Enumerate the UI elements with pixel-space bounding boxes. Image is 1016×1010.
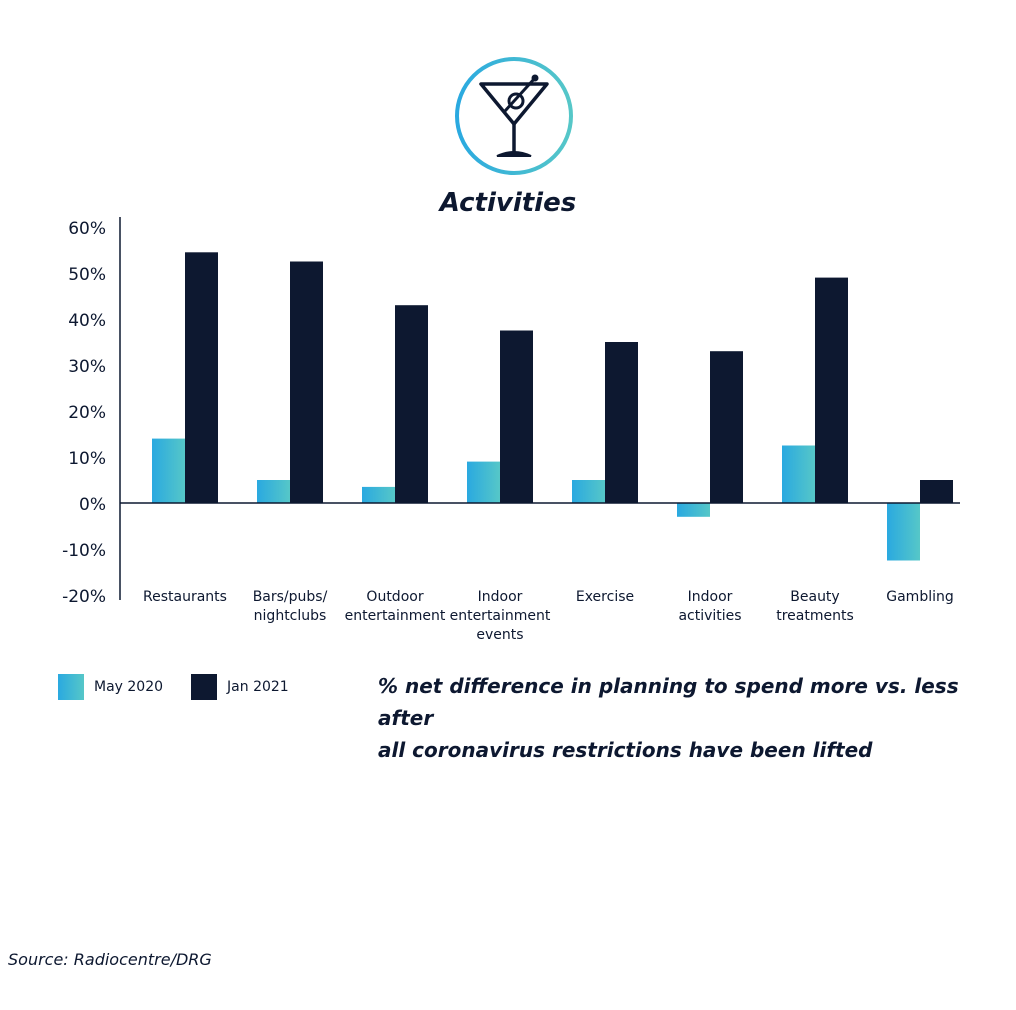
bar-jan-2021 bbox=[500, 330, 533, 503]
x-category-label: nightclubs bbox=[254, 608, 327, 624]
x-category-label: events bbox=[476, 627, 523, 643]
y-tick-label: 20% bbox=[68, 403, 106, 423]
legend-label-jan-2021: Jan 2021 bbox=[227, 679, 289, 695]
x-category-label: Indoor bbox=[688, 589, 733, 605]
y-tick-label: 10% bbox=[68, 449, 106, 469]
caption-line-1: % net difference in planning to spend mo… bbox=[378, 674, 959, 730]
bar-chart: 60% 50% 40% 30% 20% 10% 0% -10% -20% Restaurants B… bbox=[62, 217, 960, 643]
bar-may-2020 bbox=[572, 480, 605, 503]
y-tick-label: 50% bbox=[68, 265, 106, 285]
x-category-label: Indoor bbox=[478, 589, 523, 605]
x-category-label: Beauty bbox=[790, 589, 839, 605]
bar-may-2020 bbox=[257, 480, 290, 503]
bar-may-2020 bbox=[467, 461, 500, 503]
legend-swatch-jan-2021 bbox=[191, 674, 218, 700]
bar-jan-2021 bbox=[290, 261, 323, 503]
x-category-label: treatments bbox=[776, 608, 854, 624]
caption-line-2: all coronavirus restrictions have been l… bbox=[378, 738, 873, 762]
x-category-label: Bars/pubs/ bbox=[253, 589, 328, 605]
bar-jan-2021 bbox=[920, 480, 953, 503]
legend-label-may-2020: May 2020 bbox=[94, 679, 164, 695]
y-tick-label: -10% bbox=[62, 541, 106, 561]
legend-item-jan-2021: Jan 2021 bbox=[191, 674, 289, 700]
y-tick-label: 0% bbox=[79, 495, 106, 515]
bar-may-2020 bbox=[782, 445, 815, 503]
bar-may-2020 bbox=[677, 503, 710, 517]
bar-jan-2021 bbox=[710, 351, 743, 503]
legend: May 2020 Jan 2021 bbox=[58, 674, 317, 700]
x-category-label: entertainment bbox=[450, 608, 551, 624]
bar-jan-2021 bbox=[605, 342, 638, 503]
bar-may-2020 bbox=[362, 486, 395, 503]
legend-item-may-2020: May 2020 bbox=[58, 674, 163, 700]
x-category-label: Outdoor bbox=[366, 589, 423, 605]
bar-may-2020 bbox=[152, 438, 185, 503]
bar-jan-2021 bbox=[185, 252, 218, 503]
x-category-label: Restaurants bbox=[143, 589, 227, 605]
y-tick-label: 60% bbox=[68, 219, 106, 239]
chart-title: Activities bbox=[439, 188, 577, 218]
x-category-label: Gambling bbox=[886, 589, 954, 605]
source-note: Source: Radiocentre/DRG bbox=[8, 950, 212, 969]
x-category-label: entertainment bbox=[345, 608, 446, 624]
bar-jan-2021 bbox=[815, 277, 848, 503]
y-tick-label: 30% bbox=[68, 357, 106, 377]
bar-may-2020 bbox=[887, 503, 920, 561]
x-category-label: activities bbox=[678, 608, 741, 624]
y-tick-label: 40% bbox=[68, 311, 106, 331]
martini-glass-icon bbox=[455, 57, 573, 175]
legend-swatch-may-2020 bbox=[58, 674, 84, 700]
bar-jan-2021 bbox=[395, 305, 428, 503]
x-category-label: Exercise bbox=[576, 589, 634, 605]
chart-caption: % net difference in planning to spend mo… bbox=[378, 670, 978, 766]
y-tick-label: -20% bbox=[62, 587, 106, 607]
